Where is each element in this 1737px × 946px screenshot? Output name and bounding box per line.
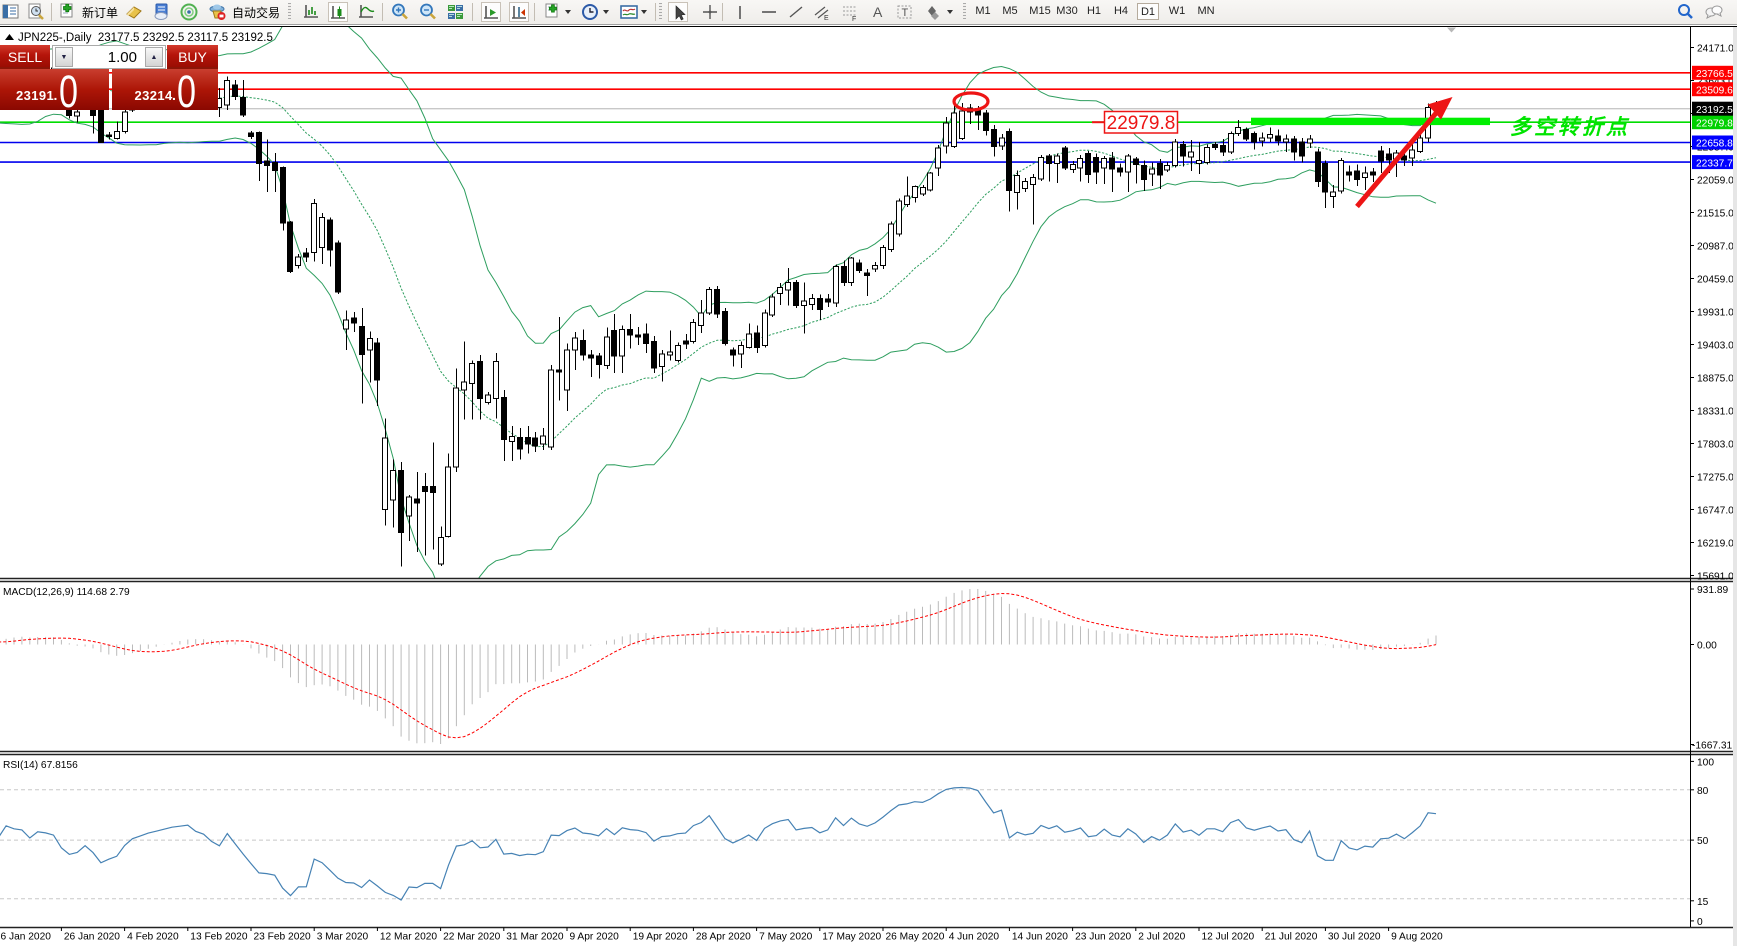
svg-text:23766.5: 23766.5 <box>1696 69 1733 80</box>
svg-text:19931.0: 19931.0 <box>1697 308 1734 319</box>
svg-text:0: 0 <box>1697 917 1703 928</box>
svg-text:21 Jul 2020: 21 Jul 2020 <box>1265 932 1318 943</box>
svg-text:931.89: 931.89 <box>1697 585 1728 596</box>
svg-text:22337.7: 22337.7 <box>1696 158 1733 169</box>
svg-text:A: A <box>873 4 883 20</box>
svg-text:23643.0: 23643.0 <box>1697 77 1734 88</box>
svg-text:100: 100 <box>1697 757 1714 768</box>
svg-text:F: F <box>852 16 856 22</box>
svg-text:16747.0: 16747.0 <box>1697 506 1734 517</box>
svg-text:22979.8: 22979.8 <box>1696 118 1733 129</box>
svg-text:14 Jun 2020: 14 Jun 2020 <box>1012 932 1068 943</box>
svg-text:16219.0: 16219.0 <box>1697 539 1734 550</box>
svg-text:JPN225-,Daily 23177.5 23292.5: JPN225-,Daily 23177.5 23292.5 23117.5 23… <box>18 32 273 44</box>
svg-text:17803.0: 17803.0 <box>1697 440 1734 451</box>
svg-text:15: 15 <box>1697 897 1709 908</box>
svg-text:0.00: 0.00 <box>1697 641 1717 652</box>
svg-text:23 Jun 2020: 23 Jun 2020 <box>1075 932 1131 943</box>
svg-text:23 Feb 2020: 23 Feb 2020 <box>254 932 312 943</box>
svg-text:6 Jan 2020: 6 Jan 2020 <box>1 932 52 943</box>
svg-text:18875.0: 18875.0 <box>1697 374 1734 385</box>
svg-text:17275.0: 17275.0 <box>1697 473 1734 484</box>
svg-text:24171.0: 24171.0 <box>1697 44 1734 55</box>
svg-text:4 Jun 2020: 4 Jun 2020 <box>949 932 1000 943</box>
svg-text:12 Jul 2020: 12 Jul 2020 <box>1202 932 1255 943</box>
svg-text:30 Jul 2020: 30 Jul 2020 <box>1328 932 1381 943</box>
svg-text:多空转折点: 多空转折点 <box>1510 115 1630 139</box>
svg-text:RSI(14) 67.8156: RSI(14) 67.8156 <box>3 760 78 771</box>
svg-text:20459.0: 20459.0 <box>1697 275 1734 286</box>
svg-text:20987.0: 20987.0 <box>1697 242 1734 253</box>
svg-text:9 Aug 2020: 9 Aug 2020 <box>1391 932 1443 943</box>
svg-text:19403.0: 19403.0 <box>1697 341 1734 352</box>
svg-text:23509.6: 23509.6 <box>1696 85 1733 96</box>
svg-text:31 Mar 2020: 31 Mar 2020 <box>506 932 564 943</box>
svg-text:13 Feb 2020: 13 Feb 2020 <box>190 932 248 943</box>
svg-text:23192.5: 23192.5 <box>1696 105 1733 116</box>
svg-text:22658.8: 22658.8 <box>1696 139 1733 150</box>
svg-text:-1667.31: -1667.31 <box>1692 741 1733 752</box>
svg-text:E: E <box>824 15 829 22</box>
svg-text:MACD(12,26,9) 114.68 2.79: MACD(12,26,9) 114.68 2.79 <box>3 587 130 598</box>
svg-text:17 May 2020: 17 May 2020 <box>822 932 881 943</box>
svg-text:9 Apr 2020: 9 Apr 2020 <box>570 932 620 943</box>
svg-text:3 Mar 2020: 3 Mar 2020 <box>317 932 369 943</box>
svg-text:18331.0: 18331.0 <box>1697 407 1734 418</box>
svg-text:2 Jul 2020: 2 Jul 2020 <box>1138 932 1185 943</box>
svg-text:28 Apr 2020: 28 Apr 2020 <box>696 932 751 943</box>
svg-text:T: T <box>902 7 909 19</box>
svg-text:7 May 2020: 7 May 2020 <box>759 932 813 943</box>
svg-text:12 Mar 2020: 12 Mar 2020 <box>380 932 438 943</box>
svg-text:26 Jan 2020: 26 Jan 2020 <box>64 932 120 943</box>
svg-text:22979.8: 22979.8 <box>1107 113 1176 134</box>
svg-text:22 Mar 2020: 22 Mar 2020 <box>443 932 501 943</box>
svg-text:26 May 2020: 26 May 2020 <box>886 932 945 943</box>
svg-text:22059.0: 22059.0 <box>1697 176 1734 187</box>
svg-text:80: 80 <box>1697 786 1709 797</box>
svg-text:15691.0: 15691.0 <box>1697 572 1734 583</box>
svg-text:4 Feb 2020: 4 Feb 2020 <box>127 932 179 943</box>
svg-text:21515.0: 21515.0 <box>1697 209 1734 220</box>
svg-text:50: 50 <box>1697 836 1709 847</box>
svg-text:19 Apr 2020: 19 Apr 2020 <box>633 932 688 943</box>
